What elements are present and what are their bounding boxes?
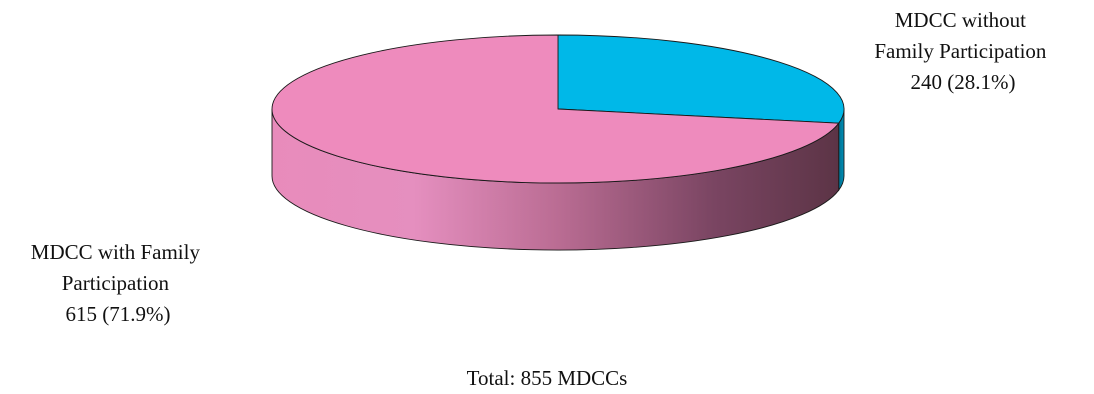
slice-without-family xyxy=(557,34,845,124)
slice-with-family xyxy=(271,34,840,184)
chart-total-footnote: Total: 855 MDCCs xyxy=(467,366,628,390)
slice-label-with-family: MDCC with Family Participation 615 (71.9… xyxy=(31,240,205,326)
slice-label-without-family: MDCC without Family Participation 240 (2… xyxy=(874,8,1051,94)
